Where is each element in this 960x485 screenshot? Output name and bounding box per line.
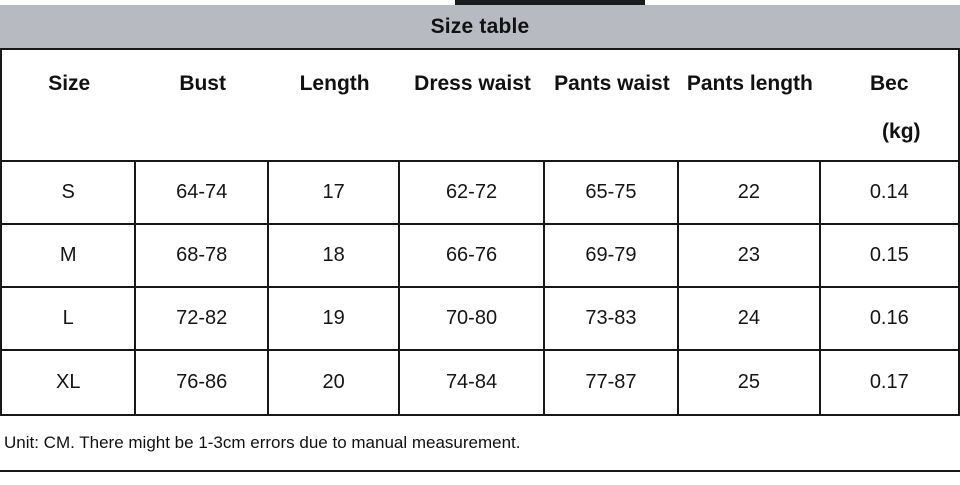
table-cell: 0.14 — [869, 181, 909, 203]
table-cell: 74-84 — [400, 351, 545, 414]
page-title: Size table — [430, 14, 530, 38]
title-bar: Size table — [0, 5, 960, 48]
column-header-weight-label: Bec — [870, 72, 909, 95]
table-cell: 18 — [269, 225, 401, 286]
column-header-size: Size — [48, 72, 91, 95]
table-row: S 64-74 17 62-72 65-75 22 0.14 — [2, 162, 958, 225]
table-cell: 72-82 — [136, 288, 269, 349]
table-cell: 68-78 — [136, 225, 269, 286]
table-cell: M — [2, 225, 137, 286]
table-row: L 72-82 19 70-80 73-83 24 0.16 — [2, 288, 958, 351]
table-cell: 25 — [679, 351, 821, 414]
table-cell: XL — [2, 351, 137, 414]
table-cell: 66-76 — [400, 225, 545, 286]
column-header-dress-waist: Dress waist — [414, 72, 531, 95]
footer-note-text: Unit: CM. There might be 1-3cm errors du… — [4, 433, 521, 452]
table-cell: L — [2, 288, 137, 349]
table-cell: 0.15 — [869, 244, 909, 266]
table-cell: 17 — [269, 162, 401, 223]
table-cell: 23 — [679, 225, 821, 286]
table-row: M 68-78 18 66-76 69-79 23 0.15 — [2, 225, 958, 288]
table-header-row: Size Bust Length Dress waist Pants waist… — [0, 48, 960, 160]
table-cell: 76-86 — [136, 351, 269, 414]
table-cell: 69-79 — [545, 225, 680, 286]
table-cell: 62-72 — [400, 162, 545, 223]
table-cell: 0.16 — [869, 307, 909, 329]
table-cell: 73-83 — [545, 288, 680, 349]
column-header-weight: Bec (kg) — [821, 50, 958, 160]
table-cell: 77-87 — [545, 351, 680, 414]
column-header-pants-waist: Pants waist — [554, 72, 670, 95]
column-header-length: Length — [299, 72, 370, 95]
table-cell: 64-74 — [136, 162, 269, 223]
table-cell: S — [2, 162, 137, 223]
table-cell: 70-80 — [400, 288, 545, 349]
table-cell: 22 — [679, 162, 821, 223]
top-edge-artifact — [455, 0, 645, 5]
top-strip — [0, 0, 960, 5]
table-cell: 19 — [269, 288, 401, 349]
table-cell: 20 — [269, 351, 401, 414]
table-cell: 24 — [679, 288, 821, 349]
footer-note: Unit: CM. There might be 1-3cm errors du… — [0, 416, 960, 472]
column-header-pants-length: Pants length — [686, 72, 813, 95]
column-header-weight-unit: (kg) — [882, 120, 921, 143]
table-cell: 0.17 — [869, 371, 909, 393]
table-row: XL 76-86 20 74-84 77-87 25 0.17 — [2, 351, 958, 414]
column-header-bust: Bust — [179, 72, 226, 95]
table-body: S 64-74 17 62-72 65-75 22 0.14 M 68-78 1… — [0, 160, 960, 416]
table-cell: 65-75 — [545, 162, 680, 223]
